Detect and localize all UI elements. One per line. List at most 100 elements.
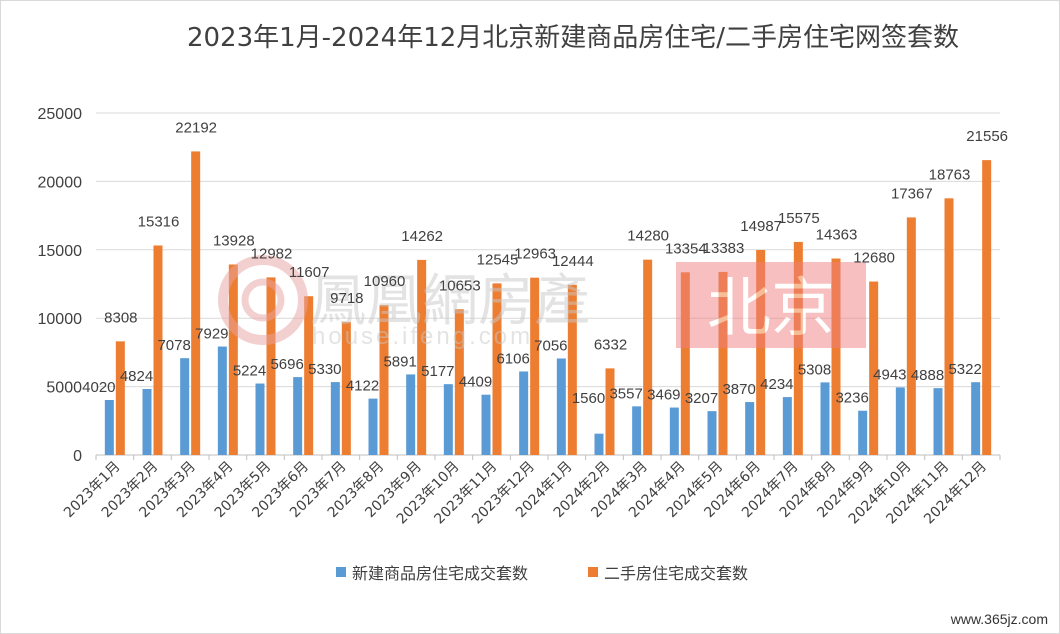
- bar-new-home: [707, 411, 717, 455]
- data-label: 5696: [270, 356, 303, 373]
- data-label: 5891: [383, 353, 416, 370]
- bar-new-home: [443, 384, 453, 455]
- bar-new-home: [782, 397, 792, 455]
- y-tick-label: 10000: [38, 311, 83, 328]
- bar-second-hand: [605, 368, 615, 455]
- watermark-city: 北京: [707, 272, 835, 346]
- y-tick-label: 15000: [38, 243, 83, 260]
- bar-second-hand: [944, 198, 954, 456]
- legend-label: 新建商品房住宅成交套数: [352, 564, 528, 583]
- data-label: 13383: [703, 240, 745, 257]
- data-label: 5177: [421, 363, 454, 380]
- bar-second-hand: [793, 241, 803, 455]
- bar-second-hand: [756, 249, 766, 455]
- y-tick-label: 5000: [46, 380, 82, 397]
- data-label: 13928: [213, 232, 255, 249]
- data-label: 4234: [760, 376, 793, 393]
- watermark-logo-inner: [241, 278, 285, 322]
- data-label: 5322: [948, 361, 981, 378]
- data-label: 22192: [175, 119, 217, 136]
- data-label: 17367: [891, 185, 933, 202]
- site-watermark: www.365jz.com: [950, 611, 1048, 627]
- data-label: 4020: [82, 379, 115, 396]
- data-label: 1560: [572, 390, 605, 407]
- watermark-domain: house.ifeng.com: [312, 323, 533, 350]
- data-label: 6106: [496, 350, 529, 367]
- data-label: 18763: [929, 166, 971, 183]
- data-label: 12680: [853, 250, 895, 267]
- bar-new-home: [406, 374, 416, 455]
- data-label: 14262: [401, 228, 443, 245]
- bar-new-home: [180, 358, 190, 455]
- data-label: 5308: [798, 361, 831, 378]
- data-label: 4943: [873, 366, 906, 383]
- legend: 新建商品房住宅成交套数 二手房住宅成交套数: [336, 564, 748, 583]
- data-label: 10960: [364, 273, 406, 290]
- bar-new-home: [895, 387, 905, 455]
- data-label: 6332: [594, 336, 627, 353]
- bar-second-hand: [906, 217, 916, 455]
- y-tick-label: 20000: [38, 174, 83, 191]
- data-label: 4824: [120, 368, 153, 385]
- bar-new-home: [632, 406, 642, 455]
- data-label: 7056: [534, 337, 567, 354]
- data-label: 7078: [157, 337, 190, 354]
- data-label: 3870: [722, 381, 755, 398]
- bar-second-hand: [228, 264, 238, 455]
- data-label: 5224: [233, 363, 266, 380]
- data-label: 14280: [627, 228, 669, 245]
- bar-new-home: [481, 394, 491, 455]
- bar-second-hand: [982, 160, 992, 455]
- data-label: 5330: [308, 361, 341, 378]
- data-label: 11607: [289, 264, 330, 281]
- data-label: 9718: [330, 290, 363, 307]
- data-label: 3236: [835, 390, 868, 407]
- bar-new-home: [745, 402, 755, 455]
- bar-new-home: [255, 383, 265, 455]
- bar-second-hand: [304, 296, 314, 455]
- data-label: 14363: [816, 227, 858, 244]
- bar-new-home: [293, 377, 303, 455]
- bar-new-home: [820, 382, 830, 455]
- bar-new-home: [556, 358, 566, 455]
- data-label: 7929: [195, 326, 228, 343]
- data-label: 10653: [439, 277, 481, 294]
- bar-new-home: [858, 410, 868, 455]
- y-axis: 0 5000 10000 15000 20000 25000: [38, 106, 83, 465]
- data-label: 13354: [665, 240, 707, 257]
- watermark-logo-icon: [218, 255, 308, 345]
- bar-second-hand: [643, 259, 653, 455]
- bar-new-home: [594, 433, 604, 455]
- data-labels: 4020 8308 4824 15316 7078 22192 7929 13928 5224 1…: [82, 119, 1008, 407]
- data-label: 14987: [740, 218, 782, 235]
- bar-second-hand: [567, 284, 577, 455]
- bar-second-hand: [492, 283, 502, 455]
- bar-second-hand: [417, 259, 427, 455]
- bar-second-hand: [153, 245, 163, 455]
- data-label: 3207: [685, 390, 718, 407]
- legend-swatch-new-home: [336, 567, 346, 577]
- data-label: 8308: [104, 309, 137, 326]
- bar-new-home: [933, 388, 943, 455]
- bar-second-hand: [454, 309, 464, 455]
- bar-series: [104, 151, 992, 456]
- bar-new-home: [971, 382, 981, 455]
- bar-second-hand: [718, 271, 728, 455]
- watermark-city-box: [676, 262, 866, 348]
- y-tick-label: 25000: [38, 106, 83, 123]
- bar-new-home: [217, 346, 227, 455]
- data-label: 21556: [966, 128, 1008, 145]
- bar-second-hand: [831, 258, 841, 455]
- data-label: 4409: [459, 374, 492, 391]
- y-tick-label: 0: [73, 448, 82, 465]
- bar-second-hand: [680, 272, 690, 455]
- watermark: 鳳凰網房產 house.ifeng.com 北京: [218, 255, 866, 350]
- legend-label: 二手房住宅成交套数: [604, 564, 748, 583]
- watermark-brand: 鳳凰網房產: [310, 269, 590, 334]
- data-label: 15316: [138, 213, 180, 230]
- data-label: 4122: [346, 378, 379, 395]
- bar-new-home: [368, 398, 378, 455]
- bar-new-home: [669, 407, 679, 455]
